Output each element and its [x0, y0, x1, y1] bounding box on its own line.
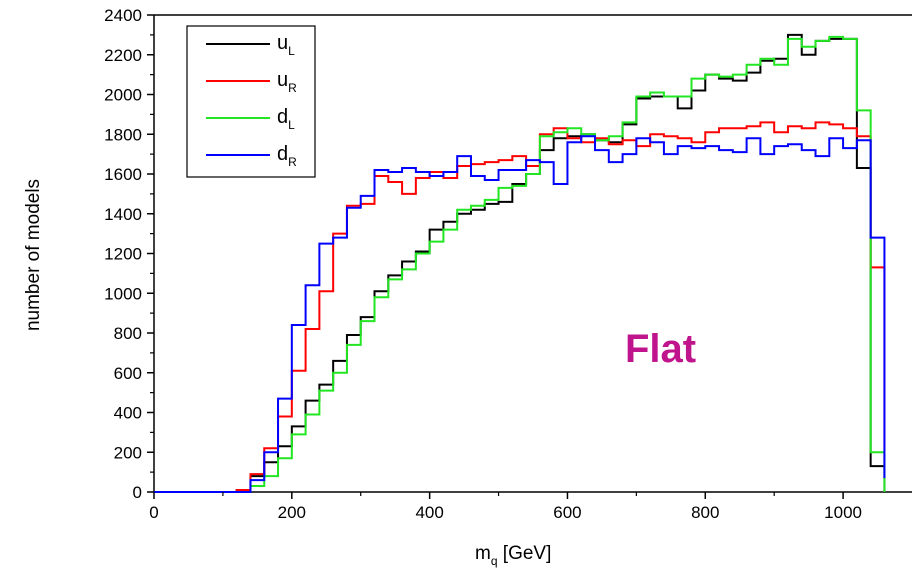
x-tick-label: 0 [149, 503, 158, 522]
legend-label-sub: R [288, 81, 297, 95]
x-tick-label: 400 [415, 503, 443, 522]
y-tick-label: 1600 [104, 165, 142, 184]
y-tick-label: 400 [114, 404, 142, 423]
axis-layer: 0 200 400 600 800 1000 0 200 400 600 800 1000 1200 14… [104, 6, 862, 522]
series-line-d-R [154, 135, 886, 493]
y-tick-label: 2000 [104, 86, 142, 105]
legend-item-d-L: dL [206, 106, 295, 132]
legend-label-sub: L [288, 118, 295, 132]
legend-item-u-R: uR [206, 69, 297, 95]
y-tick-label: 1000 [104, 284, 142, 303]
x-tick-label: 600 [553, 503, 581, 522]
legend-box [186, 25, 316, 178]
x-axis-title-main: m [475, 543, 491, 564]
x-axis-title: mq [GeV] [475, 543, 551, 568]
legend-label-main: d [277, 106, 288, 128]
x-tick-label: 800 [691, 503, 719, 522]
y-tick-label: 2400 [104, 6, 142, 25]
x-axis-title-unit: [GeV] [498, 543, 552, 564]
legend-label-sub: L [288, 44, 295, 58]
y-tick-label: 800 [114, 324, 142, 343]
y-tick-label: 0 [133, 483, 142, 502]
y-tick-label: 600 [114, 364, 142, 383]
series-line-u-R [154, 121, 886, 493]
legend-label-main: u [277, 69, 288, 91]
x-axis-title-sub: q [491, 554, 498, 568]
legend-label: dR [277, 143, 297, 169]
legend-label-sub: R [288, 155, 297, 169]
y-tick-label: 200 [114, 443, 142, 462]
series-layer [154, 33, 886, 493]
legend-item-u-L: uL [206, 32, 295, 58]
legend-label: uR [277, 69, 297, 95]
legend-item-d-R: dR [206, 143, 297, 169]
y-tick-label: 1800 [104, 125, 142, 144]
x-tick-label: 200 [278, 503, 306, 522]
y-tick-label: 1200 [104, 245, 142, 264]
legend-label: uL [277, 32, 295, 58]
legend-label-main: d [277, 143, 288, 165]
annotation-flat: Flat [625, 327, 696, 371]
x-tick-label: 1000 [824, 503, 862, 522]
series-line-d-L [154, 35, 886, 493]
y-tick-label: 2200 [104, 46, 142, 65]
y-tick-label: 1400 [104, 205, 142, 224]
legend-label: dL [277, 106, 295, 132]
y-axis-title: number of models [23, 179, 44, 331]
legend-label-main: u [277, 32, 288, 54]
